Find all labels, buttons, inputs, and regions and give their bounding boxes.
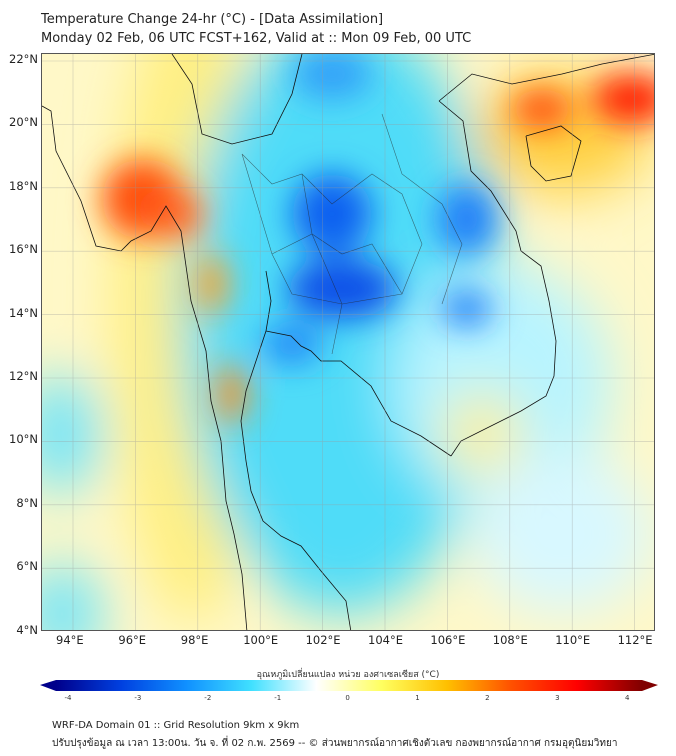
colorbar-tick-label: -2: [204, 694, 212, 702]
lon-tick-label: 100°E: [243, 633, 279, 647]
footer-update-info: ปรับปรุงข้อมูล ณ เวลา 13:00น. วัน จ. ที่…: [52, 738, 618, 749]
colorbar: [40, 680, 658, 691]
lon-tick-label: 104°E: [368, 633, 403, 647]
lat-tick-label: 16°N: [9, 242, 38, 257]
lon-tick-label: 108°E: [492, 633, 528, 647]
coastlines: [42, 54, 654, 630]
lon-tick-label: 94°E: [56, 633, 84, 647]
map-field: [42, 54, 654, 630]
colorbar-tick-label: 1: [415, 694, 420, 702]
lon-tick-label: 110°E: [555, 633, 591, 647]
lon-tick-label: 98°E: [180, 633, 209, 647]
colorbar-tick-label: 2: [485, 694, 490, 702]
graticule: [42, 54, 654, 630]
colorbar-gradient: [56, 680, 642, 691]
lat-tick-label: 20°N: [9, 115, 38, 130]
colorbar-tick-label: 0: [345, 694, 350, 702]
province-borders: [241, 113, 463, 355]
colorbar-tick-label: 4: [624, 694, 630, 702]
lon-tick-label: 112°E: [617, 633, 653, 647]
colorbar-tick-label: 3: [555, 694, 560, 702]
colorbar-label: อุณหภูมิเปลี่ยนแปลง หน่วย องศาเซลเซียส (…: [256, 670, 440, 680]
lat-tick-label: 10°N: [9, 432, 38, 447]
lat-tick-label: 18°N: [9, 178, 38, 193]
lat-tick-label: 14°N: [9, 305, 38, 320]
colorbar-tick-label: -4: [64, 694, 72, 702]
colorbar-max-extension: [642, 680, 658, 691]
lat-tick-label: 8°N: [16, 495, 38, 510]
lon-tick-label: 96°E: [118, 633, 147, 647]
colorbar-tick-label: -1: [274, 694, 282, 702]
lat-tick-label: 12°N: [9, 369, 38, 383]
lon-tick-label: 102°E: [305, 633, 341, 647]
chart-subtitle: Monday 02 Feb, 06 UTC FCST+162, Valid at…: [41, 31, 472, 46]
lat-tick-label: 6°N: [16, 559, 38, 574]
colorbar-tick-label: -3: [134, 694, 142, 702]
lon-tick-label: 106°E: [430, 633, 466, 647]
colorbar-min-extension: [40, 680, 56, 691]
lat-tick-label: 4°N: [16, 622, 38, 637]
chart-title: Temperature Change 24-hr (°C) - [Data As…: [41, 12, 384, 27]
footer-model-info: WRF-DA Domain 01 :: Grid Resolution 9km …: [52, 720, 300, 731]
lat-tick-label: 22°N: [9, 52, 38, 66]
temperature-change-map: [41, 53, 655, 631]
